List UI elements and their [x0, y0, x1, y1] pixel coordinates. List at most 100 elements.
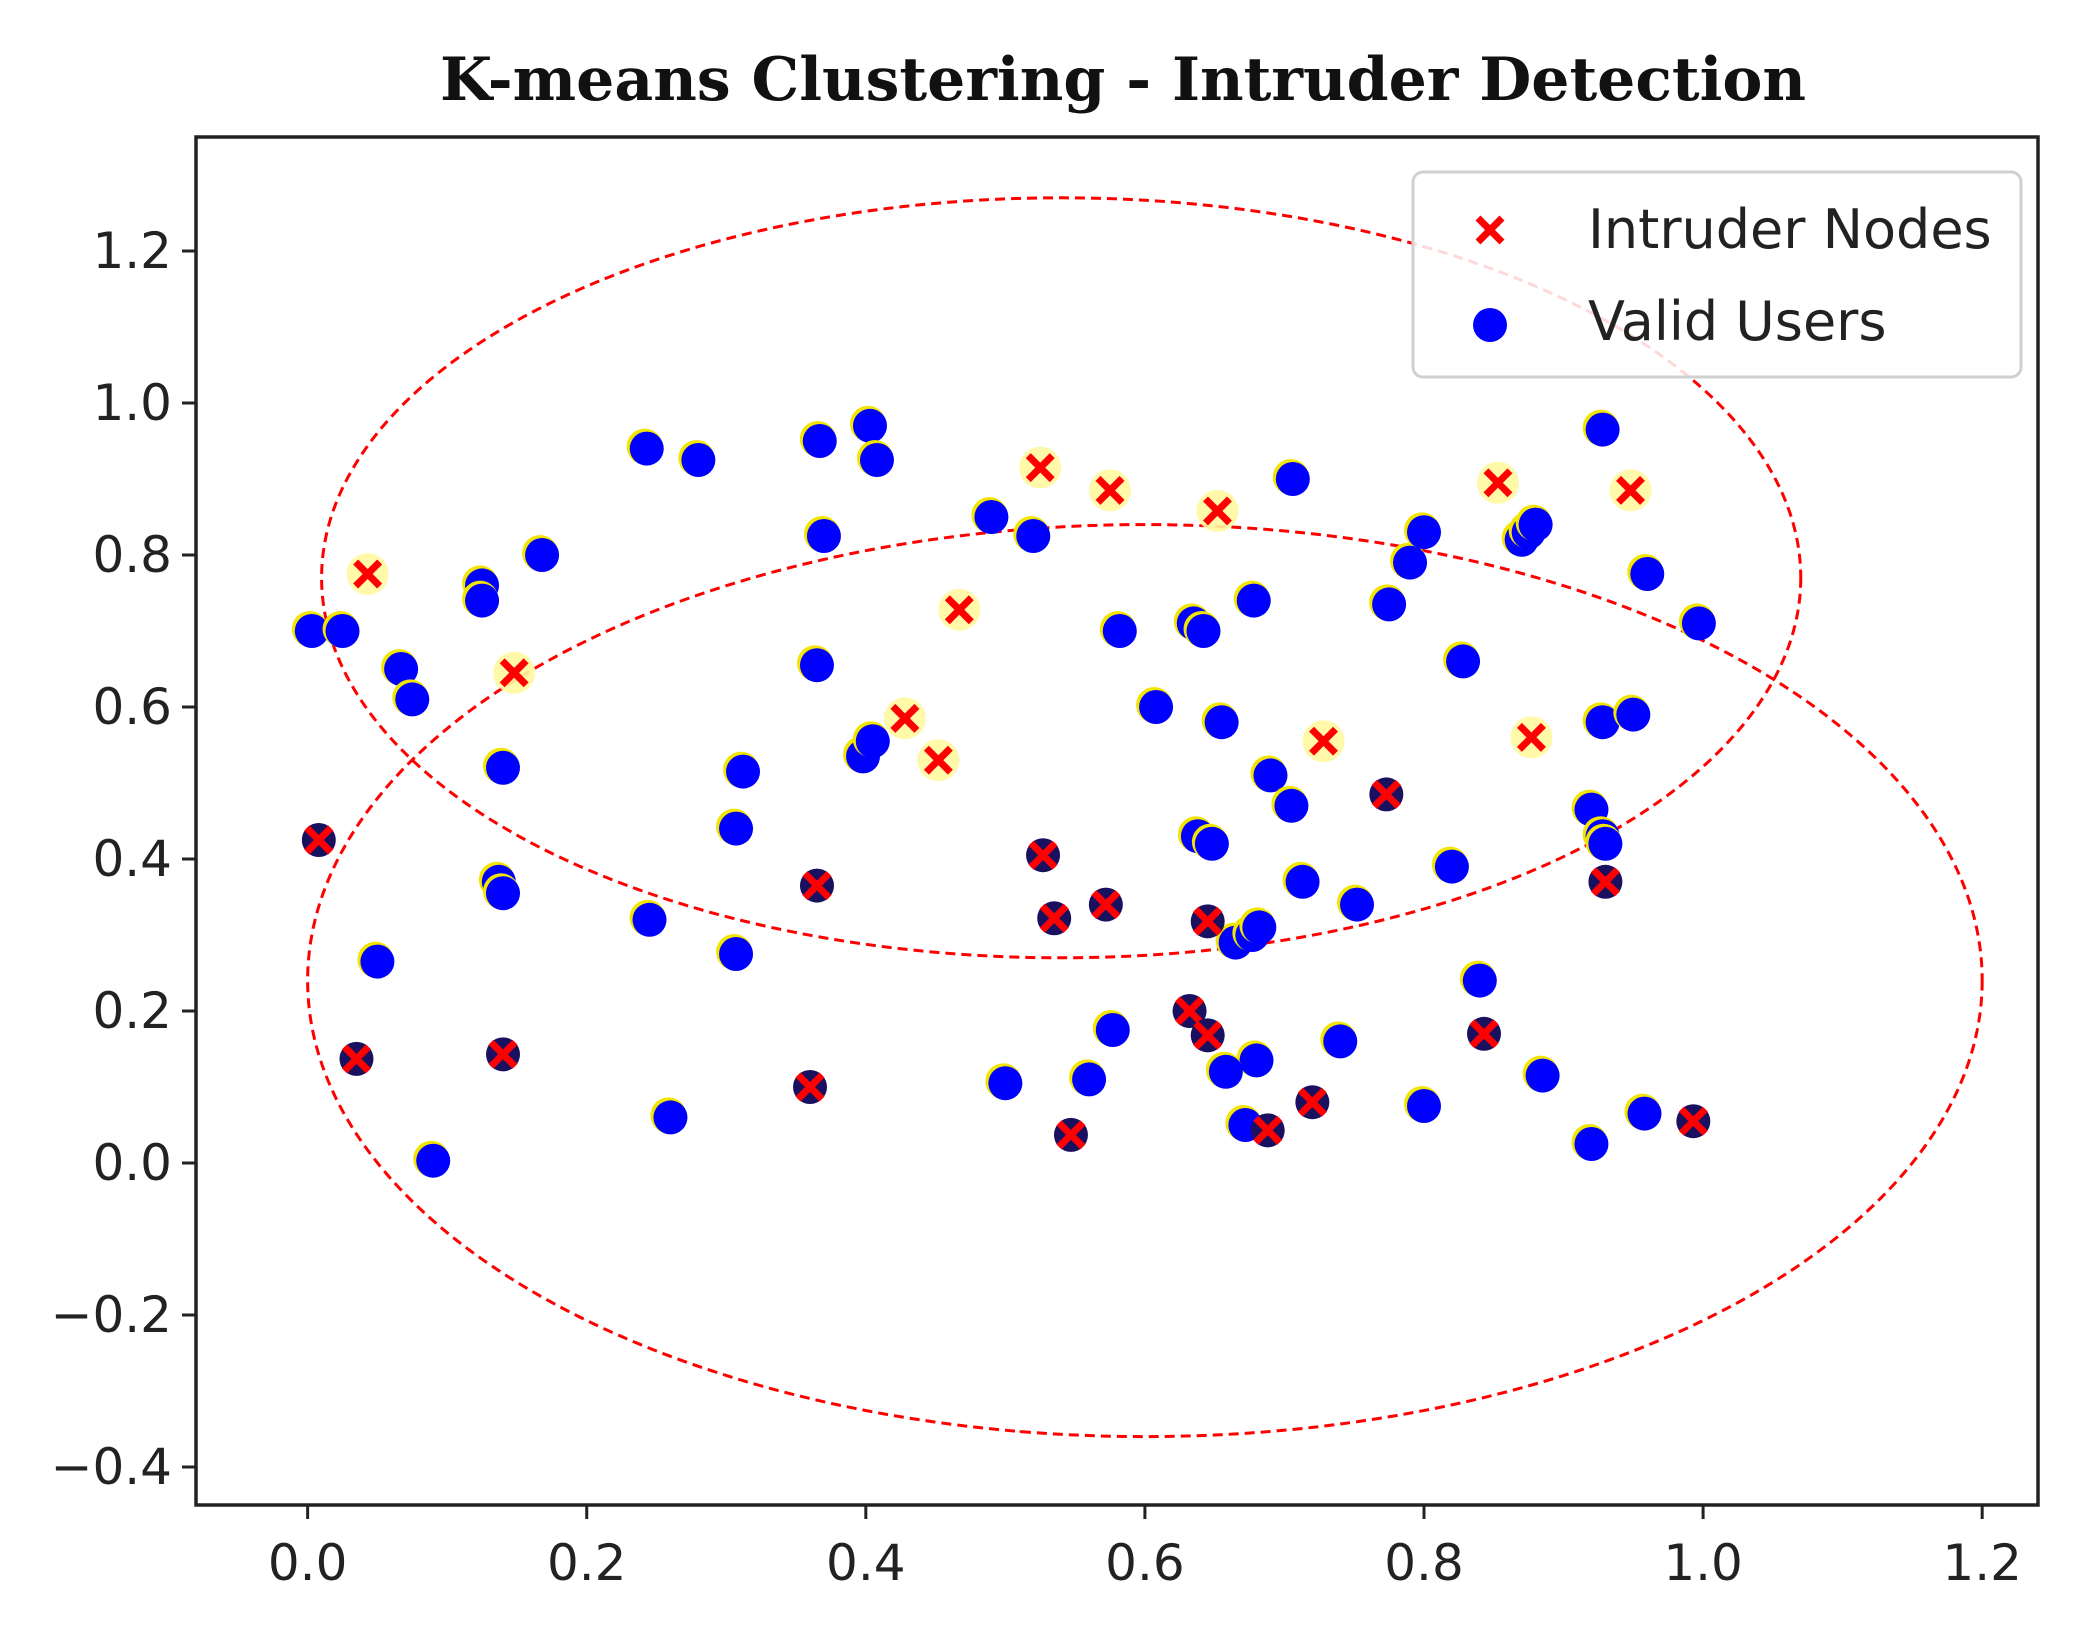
cross-stroke — [1056, 1120, 1086, 1150]
intruder-cross — [1371, 779, 1401, 809]
intruder-cross — [346, 553, 389, 595]
dot-body — [726, 754, 761, 789]
intruder-node-point — [1676, 1104, 1711, 1139]
y-axis: −0.4 −0.2 0.0 0.2 0.4 0.6 0.8 1.0 1.2 — [51, 222, 196, 1496]
x-axis: 0.0 0.2 0.4 0.6 0.8 1.0 1.2 — [268, 1505, 2022, 1592]
cross-stroke — [1616, 475, 1646, 505]
dot-body — [1518, 507, 1553, 542]
intruder-node-point — [346, 553, 389, 595]
cross-stroke — [342, 1044, 371, 1074]
cross-stroke — [1516, 722, 1546, 752]
valid-user-point — [1431, 846, 1469, 884]
cross-stroke — [802, 871, 832, 901]
dot-body — [1627, 1096, 1662, 1131]
cross-stroke — [1028, 840, 1058, 870]
cross-stroke — [1475, 215, 1505, 245]
dot-body — [719, 937, 754, 971]
dot-body — [1585, 412, 1620, 447]
valid-user-point — [322, 611, 360, 648]
dot-body — [1274, 788, 1309, 823]
valid-user-point — [381, 649, 419, 686]
valid-user-point — [1627, 554, 1665, 591]
dot-body — [719, 811, 754, 846]
intruder-cross — [1297, 1087, 1327, 1117]
intruder-node-point — [1476, 461, 1519, 504]
valid-user-point — [1515, 504, 1553, 542]
dot-body — [1630, 557, 1665, 591]
dot-body — [653, 1100, 688, 1135]
dot-body — [859, 443, 894, 477]
intruder-cross — [342, 1044, 371, 1074]
valid-user-point — [392, 679, 430, 717]
cross-stroke — [1175, 996, 1205, 1026]
dot-body — [1072, 1062, 1107, 1097]
cross-stroke — [923, 745, 953, 775]
intruder-cross — [1476, 461, 1519, 504]
valid-user-point — [1582, 702, 1620, 740]
valid-user-point — [1250, 755, 1288, 793]
cross-stroke — [1202, 496, 1232, 526]
legend-dot — [1473, 308, 1507, 342]
y-tick-label: −0.2 — [51, 1286, 172, 1344]
intruder-node-point — [1026, 838, 1061, 873]
annotation-ellipse-1 — [320, 196, 1803, 960]
intruder-cross — [1039, 903, 1069, 933]
cross-stroke — [1193, 906, 1223, 936]
cross-stroke — [1253, 1115, 1283, 1145]
intruder-cross — [1510, 716, 1553, 759]
valid-user-point — [1390, 542, 1428, 580]
dot-body — [855, 724, 890, 759]
dot-body — [1574, 1127, 1609, 1161]
dot-body — [1208, 1054, 1243, 1089]
intruder-cross — [1193, 1020, 1223, 1050]
valid-user-point — [1069, 1059, 1107, 1097]
cross-stroke — [890, 703, 920, 733]
intruder-node-point — [1190, 1018, 1225, 1053]
intruder-node-point — [1088, 887, 1123, 922]
intruder-node-point — [1190, 904, 1225, 939]
valid-user-point — [1320, 1021, 1358, 1059]
dot-body — [360, 944, 395, 979]
legend-valid-marker — [1473, 308, 1507, 342]
cross-stroke — [1193, 1020, 1223, 1050]
intruder-node-point — [493, 651, 536, 694]
intruder-cross — [1056, 1120, 1086, 1150]
y-tick-label: −0.4 — [51, 1438, 172, 1496]
intruder-node-point — [1369, 777, 1404, 812]
valid-user-point — [650, 1097, 688, 1135]
x-tick-label: 0.4 — [826, 1534, 906, 1592]
valid-user-point — [1233, 580, 1271, 618]
dot-body — [806, 519, 841, 553]
x-tick-label: 1.2 — [1942, 1534, 2022, 1592]
dot-body — [988, 1066, 1023, 1101]
intruder-node-point — [1295, 1085, 1330, 1120]
valid-user-point — [1013, 516, 1051, 553]
valid-user-point — [1459, 960, 1497, 998]
dot-body — [325, 614, 360, 648]
valid-user-point — [803, 516, 841, 553]
cross-stroke — [488, 1039, 518, 1069]
intruder-cross — [1091, 890, 1121, 920]
intruder-node-point — [339, 1041, 374, 1076]
intruder-cross — [304, 825, 334, 855]
y-tick-label: 0.6 — [92, 678, 172, 736]
valid-user-point — [1624, 1093, 1662, 1131]
valid-user-point — [626, 428, 664, 466]
cross-stroke — [1371, 779, 1401, 809]
intruder-cross — [1028, 840, 1058, 870]
valid-user-point — [856, 440, 894, 477]
intruder-node-point — [883, 697, 926, 740]
cross-stroke — [795, 1072, 825, 1102]
y-tick-label: 1.2 — [92, 222, 172, 280]
dot-body — [395, 682, 430, 717]
dot-body — [1186, 614, 1221, 648]
intruder-cross — [1253, 1115, 1283, 1145]
intruder-node-point — [1467, 1016, 1502, 1051]
intruder-cross — [1590, 867, 1620, 897]
intruder-node-point — [301, 823, 336, 857]
intruder-cross — [488, 1039, 518, 1069]
intruder-cross — [1469, 1019, 1499, 1049]
cross-stroke — [353, 559, 383, 589]
valid-user-point — [291, 611, 329, 648]
x-tick-label: 0.8 — [1384, 1534, 1464, 1592]
